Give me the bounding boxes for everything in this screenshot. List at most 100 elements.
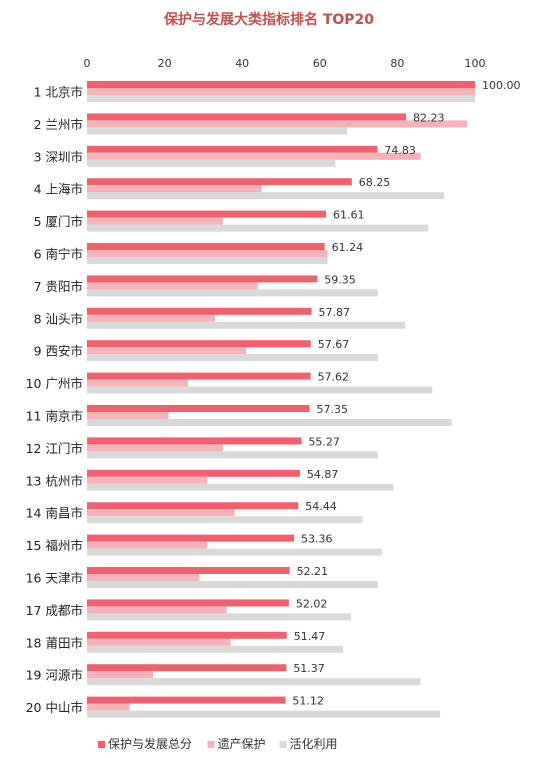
bar-heritage bbox=[87, 120, 468, 128]
category-label: 11 南京市 bbox=[26, 409, 83, 424]
bar-heritage bbox=[87, 412, 169, 419]
data-label: 57.35 bbox=[317, 403, 349, 416]
x-tick-label: 80 bbox=[390, 57, 404, 70]
category-label: 15 福州市 bbox=[26, 538, 83, 553]
data-label: 52.21 bbox=[297, 565, 329, 578]
bar-utilization bbox=[87, 419, 452, 426]
category-label: 4 上海市 bbox=[34, 182, 83, 197]
bar-total bbox=[87, 534, 295, 542]
category-label: 17 成都市 bbox=[26, 603, 83, 618]
x-tick-label: 100 bbox=[465, 57, 486, 70]
category-row: 18 莆田市 51.47 bbox=[26, 630, 344, 653]
bar-utilization bbox=[87, 386, 433, 394]
bar-total bbox=[87, 307, 312, 315]
category-label: 7 贵阳市 bbox=[34, 279, 83, 294]
bar-heritage bbox=[87, 476, 208, 484]
category-row: 10 广州市 57.62 bbox=[26, 371, 433, 394]
bar-heritage bbox=[87, 379, 188, 387]
data-label: 51.37 bbox=[293, 662, 325, 675]
category-row: 11 南京市 57.35 bbox=[26, 403, 452, 426]
bar-total bbox=[87, 243, 325, 250]
bar-utilization bbox=[87, 321, 406, 329]
bar-utilization bbox=[87, 95, 475, 102]
data-label: 54.87 bbox=[307, 468, 339, 481]
bar-utilization bbox=[87, 678, 421, 686]
category-row: 16 天津市 52.21 bbox=[26, 565, 378, 588]
bar-utilization bbox=[87, 289, 378, 297]
bar-total bbox=[87, 631, 287, 639]
legend-label: 活化利用 bbox=[290, 737, 338, 751]
x-tick-label: 0 bbox=[84, 57, 91, 70]
legend-swatch bbox=[207, 741, 215, 748]
x-tick-label: 40 bbox=[235, 57, 249, 70]
category-row: 7 贵阳市 59.35 bbox=[34, 273, 378, 297]
data-label: 57.67 bbox=[318, 338, 350, 351]
data-label: 82.23 bbox=[413, 111, 445, 124]
chart-title: 保护与发展大类指标排名 TOP20 bbox=[163, 11, 374, 28]
bar-total bbox=[87, 81, 475, 88]
bar-total bbox=[87, 502, 299, 510]
bar-total bbox=[87, 469, 300, 477]
data-label: 51.12 bbox=[292, 695, 324, 708]
category-label: 19 河源市 bbox=[26, 668, 83, 683]
data-label: 100.00 bbox=[482, 79, 521, 92]
x-tick-label: 20 bbox=[158, 57, 172, 70]
category-label: 8 汕头市 bbox=[34, 311, 83, 326]
category-label: 10 广州市 bbox=[26, 376, 83, 391]
bar-utilization bbox=[87, 483, 394, 491]
category-row: 12 江门市 55.27 bbox=[26, 435, 378, 459]
category-label: 2 兰州市 bbox=[34, 117, 83, 132]
bar-utilization bbox=[87, 257, 328, 264]
category-label: 14 南昌市 bbox=[26, 506, 83, 521]
category-row: 15 福州市 53.36 bbox=[26, 533, 382, 556]
bar-total bbox=[87, 664, 287, 672]
bar-heritage bbox=[87, 671, 153, 679]
data-label: 59.35 bbox=[324, 273, 356, 286]
bar-utilization bbox=[87, 548, 382, 556]
bar-utilization bbox=[87, 451, 378, 459]
bar-total bbox=[87, 567, 290, 574]
x-tick-label: 60 bbox=[313, 57, 327, 70]
bar-heritage bbox=[87, 282, 258, 290]
bar-utilization bbox=[87, 354, 378, 362]
bar-utilization bbox=[87, 613, 351, 621]
bar-heritage bbox=[87, 314, 216, 322]
category-label: 9 西安市 bbox=[34, 344, 83, 359]
bar-heritage bbox=[87, 606, 227, 614]
bar-utilization bbox=[87, 192, 444, 200]
bar-total bbox=[87, 275, 318, 283]
bar-total bbox=[87, 340, 311, 348]
bar-heritage bbox=[87, 574, 200, 581]
category-row: 1 北京市 100.00 bbox=[34, 79, 521, 102]
category-row: 6 南宁市 61.24 bbox=[34, 241, 364, 264]
data-label: 54.44 bbox=[305, 500, 337, 513]
category-label: 3 深圳市 bbox=[34, 149, 83, 164]
bar-heritage bbox=[87, 347, 247, 355]
data-label: 61.24 bbox=[332, 241, 364, 254]
category-label: 12 江门市 bbox=[26, 441, 83, 456]
category-label: 20 中山市 bbox=[26, 700, 83, 715]
bar-total bbox=[87, 599, 289, 607]
bar-heritage bbox=[87, 444, 223, 452]
category-row: 19 河源市 51.37 bbox=[26, 662, 421, 686]
category-row: 5 厦门市 61.61 bbox=[34, 209, 429, 232]
bar-utilization bbox=[87, 581, 378, 588]
bar-heritage bbox=[87, 152, 421, 160]
chart-rows: 1 北京市 100.00 2 兰州市 82.23 3 深圳市 74.83 4 上海市 68.2… bbox=[26, 79, 521, 718]
bar-heritage bbox=[87, 88, 475, 95]
bar-total bbox=[87, 113, 407, 121]
bar-utilization bbox=[87, 127, 347, 135]
category-label: 18 莆田市 bbox=[26, 635, 83, 650]
data-label: 74.83 bbox=[384, 144, 416, 157]
category-row: 8 汕头市 57.87 bbox=[34, 306, 406, 329]
bar-total bbox=[87, 696, 286, 704]
bar-heritage bbox=[87, 638, 231, 646]
bar-heritage bbox=[87, 703, 130, 711]
category-row: 2 兰州市 82.23 bbox=[34, 111, 468, 135]
legend: 保护与发展总分 遗产保护 活化利用 bbox=[98, 736, 338, 751]
bar-utilization bbox=[87, 516, 363, 524]
bar-total bbox=[87, 372, 311, 380]
data-label: 61.61 bbox=[333, 209, 365, 222]
category-label: 1 北京市 bbox=[34, 85, 83, 100]
